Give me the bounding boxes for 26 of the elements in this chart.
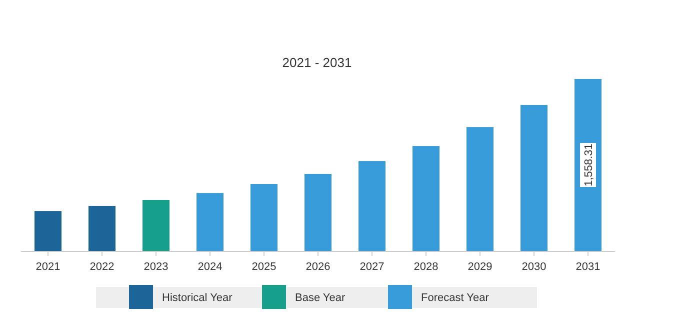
- x-tick-label: 2024: [198, 261, 222, 273]
- bar: [358, 161, 386, 251]
- bar: [142, 200, 170, 251]
- x-tick-label: 2029: [468, 261, 492, 273]
- bar: [34, 211, 62, 251]
- legend-label: Historical Year: [162, 292, 233, 304]
- bar: [412, 146, 440, 251]
- bar: [250, 184, 278, 251]
- x-tick-label: 2021: [36, 261, 60, 273]
- legend-label: Base Year: [295, 292, 346, 304]
- x-tick-label: 2028: [414, 261, 438, 273]
- bar: [304, 174, 332, 251]
- x-tick-label: 2030: [522, 261, 546, 273]
- bar: [520, 104, 548, 251]
- bar: [196, 193, 224, 251]
- x-tick-label: 2022: [90, 261, 114, 273]
- bar: [88, 206, 116, 251]
- legend-label: Forecast Year: [421, 292, 490, 304]
- x-tick-label: 2023: [144, 261, 168, 273]
- x-tick-label: 2025: [252, 261, 276, 273]
- data-label: 1,558.31: [582, 144, 595, 186]
- chart-title: 2021 - 2031: [282, 55, 352, 70]
- x-tick-label: 2026: [306, 261, 330, 273]
- x-tick-label: 2031: [576, 261, 600, 273]
- bar: [466, 127, 494, 251]
- x-tick-label: 2027: [360, 261, 384, 273]
